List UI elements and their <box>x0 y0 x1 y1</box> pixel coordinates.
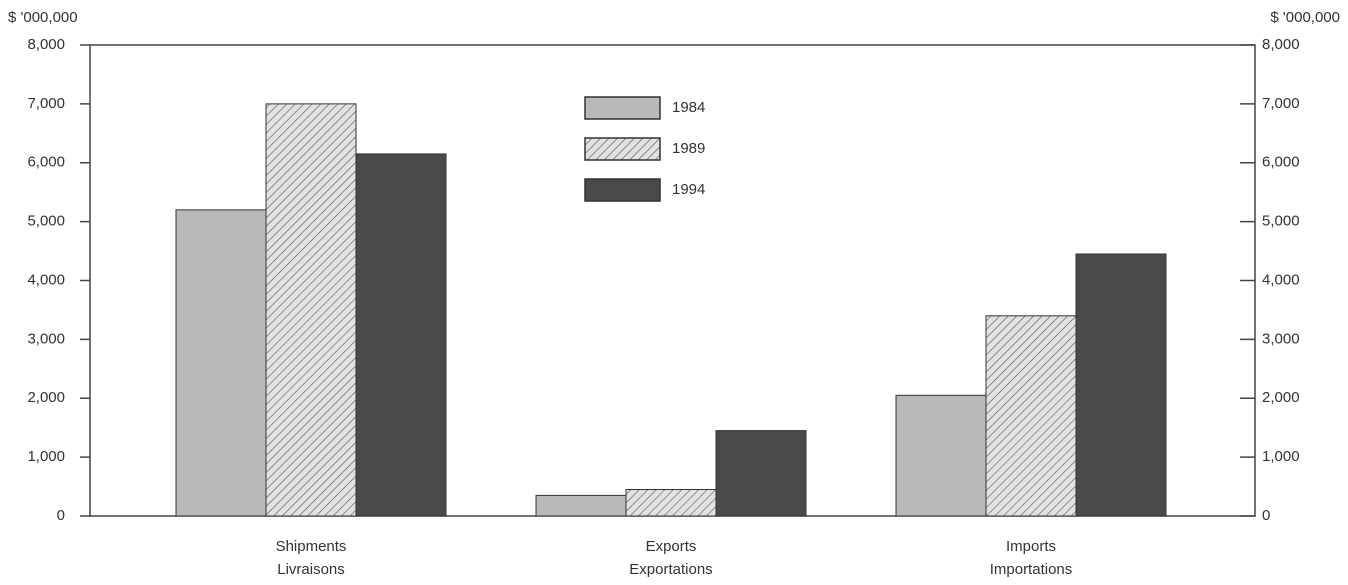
y2-tick-label: 4,000 <box>1262 271 1300 288</box>
y-tick-label: 3,000 <box>27 330 65 347</box>
bar <box>625 489 717 517</box>
x-tick-label: Shipments <box>276 538 347 555</box>
y2-tick-label: 2,000 <box>1262 389 1300 406</box>
y-tick-label: 5,000 <box>27 213 65 230</box>
legend-swatch <box>584 96 661 120</box>
y2-tick-label: 1,000 <box>1262 448 1300 465</box>
y2-tick-label: 8,000 <box>1262 36 1300 53</box>
x-tick-label: Imports <box>1006 538 1056 555</box>
x-tick-label: Livraisons <box>277 561 345 578</box>
legend-swatch <box>584 178 661 202</box>
y-tick-label: 0 <box>57 507 65 524</box>
legend-label: 1984 <box>672 99 705 116</box>
legend-label: 1994 <box>672 181 705 198</box>
y-tick-label: 8,000 <box>27 36 65 53</box>
y-tick-label: 7,000 <box>27 95 65 112</box>
y-tick-label: 1,000 <box>27 448 65 465</box>
y-tick-label: 6,000 <box>27 154 65 171</box>
x-tick-label: Importations <box>990 561 1073 578</box>
x-tick-label: Exports <box>646 538 697 555</box>
legend-label: 1989 <box>672 140 705 157</box>
bar <box>175 209 267 517</box>
x-tick-label: Exportations <box>629 561 712 578</box>
bar <box>985 315 1077 517</box>
y-tick-label: 4,000 <box>27 271 65 288</box>
y2-tick-label: 5,000 <box>1262 213 1300 230</box>
y-axis-label: $ '000,000 <box>8 9 78 26</box>
y2-tick-label: 3,000 <box>1262 330 1300 347</box>
y2-axis-label: $ '000,000 <box>1270 9 1340 26</box>
bar <box>895 394 987 517</box>
bar <box>355 153 447 517</box>
y-tick-label: 2,000 <box>27 389 65 406</box>
legend-swatch <box>584 137 661 161</box>
bar <box>535 494 627 517</box>
bar <box>715 430 807 517</box>
y2-tick-label: 7,000 <box>1262 95 1300 112</box>
y2-tick-label: 0 <box>1262 507 1270 524</box>
bar <box>1075 253 1167 517</box>
bar <box>265 103 357 517</box>
y2-tick-label: 6,000 <box>1262 154 1300 171</box>
